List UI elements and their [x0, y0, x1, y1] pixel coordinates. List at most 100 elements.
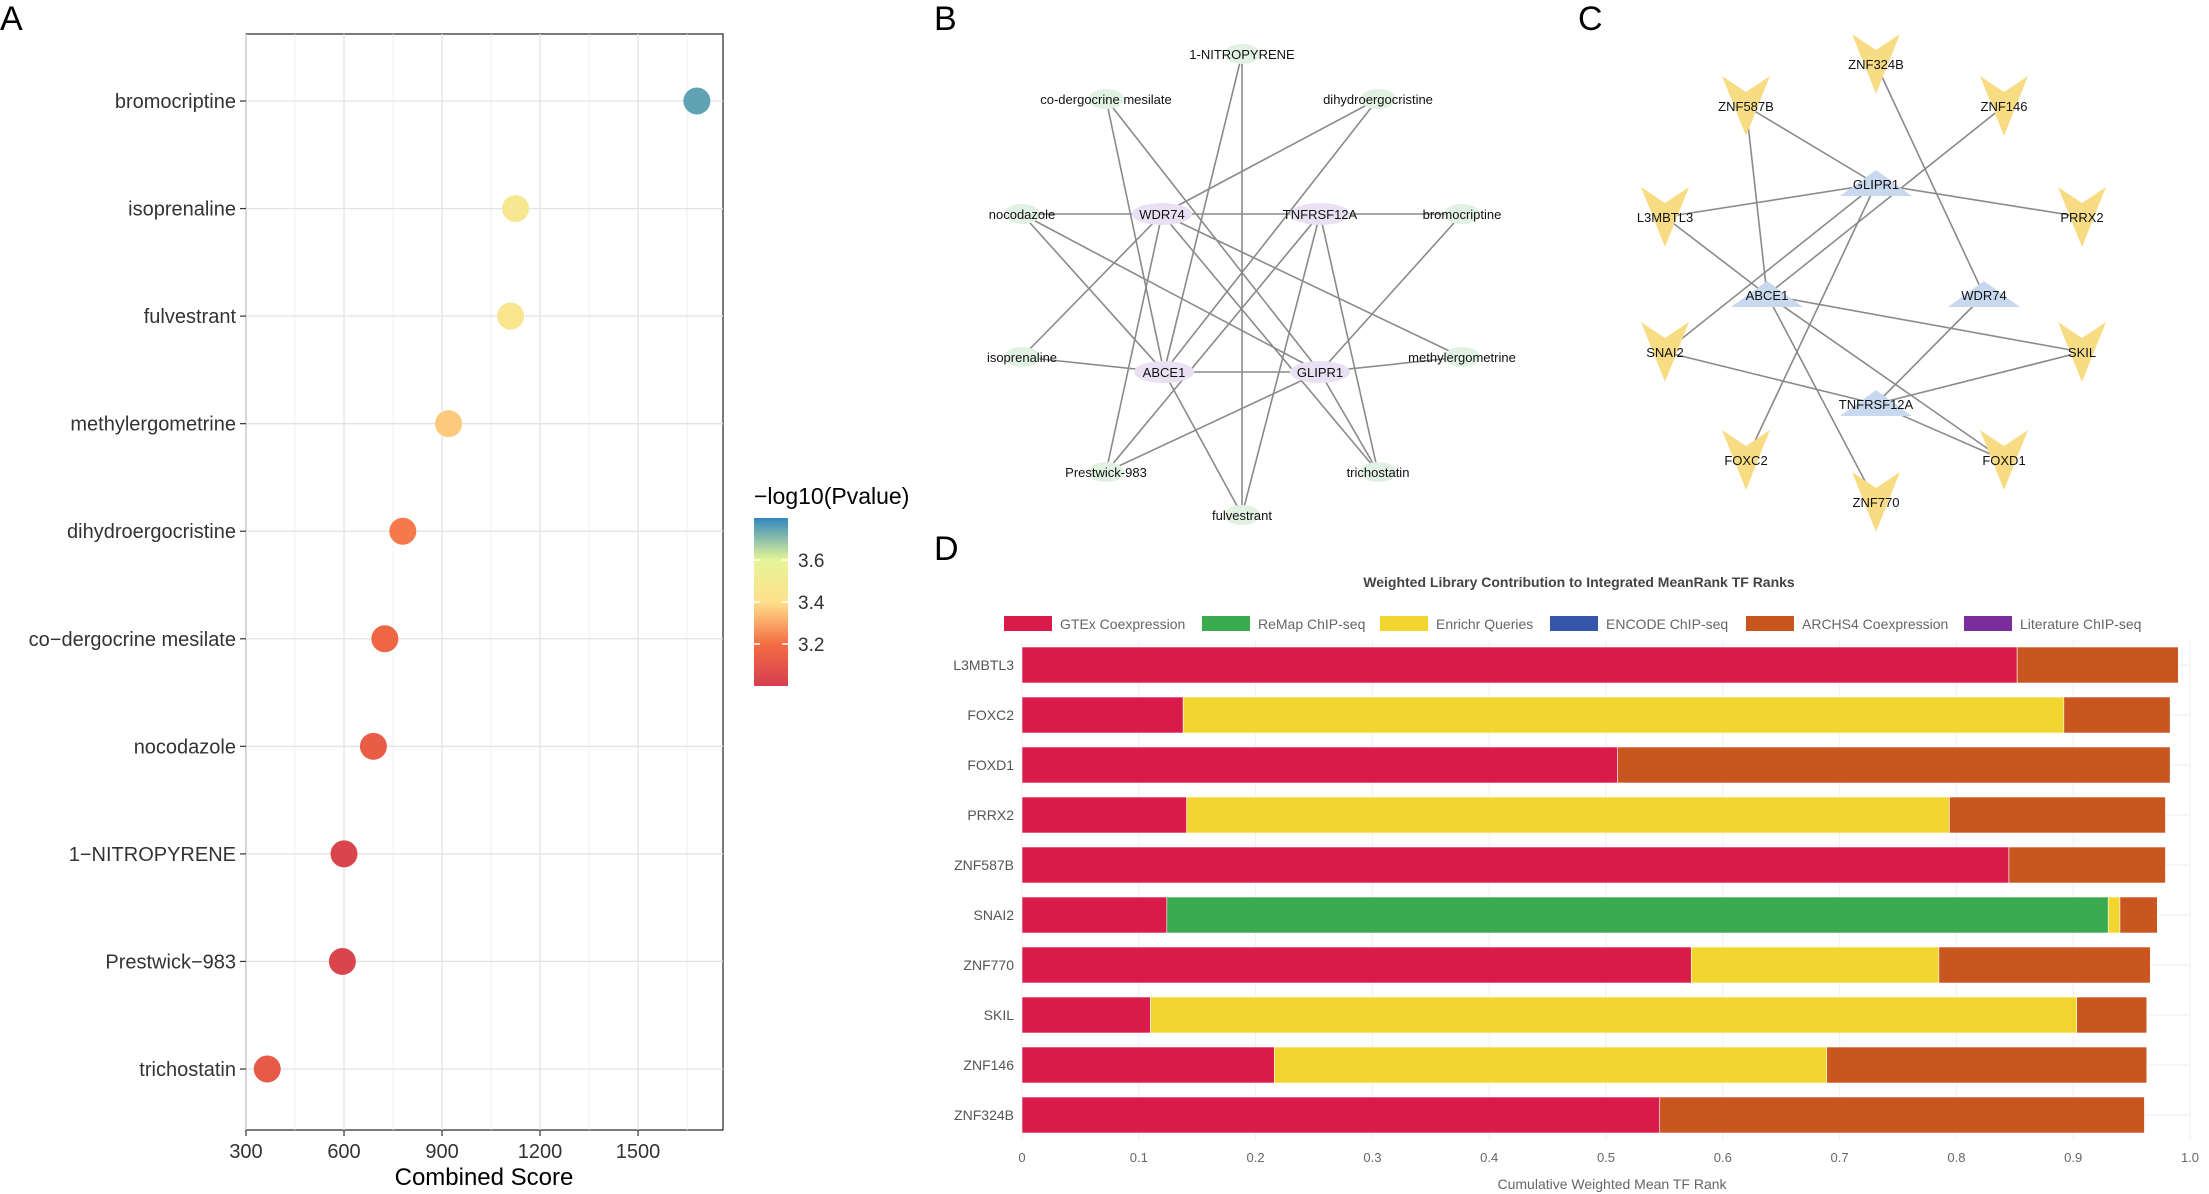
- y-tick-label-znf324b: ZNF324B: [954, 1107, 1014, 1123]
- node-c-znf146: [1980, 76, 2028, 136]
- network-b-edge: [1241, 213, 1321, 516]
- bar-foxd1-archs4-coexpression: [1617, 746, 2171, 784]
- network-c-edge: [1766, 294, 2005, 461]
- bar-snai2-remap-chip-seq: [1166, 896, 2109, 934]
- network-c-edge: [1745, 105, 1877, 185]
- network-b-edge: [1163, 371, 1243, 516]
- panel-d-stacked-bar-chart: Weighted Library Contribution to Integra…: [953, 574, 2199, 1192]
- network-b-edge: [1105, 98, 1321, 373]
- node-c-glipr1: [1840, 170, 1912, 196]
- x-tick-label-0-3: 0.3: [1363, 1150, 1381, 1165]
- legend-label-archs4-coexpression: ARCHS4 Coexpression: [1802, 616, 1948, 632]
- y-tick-label-co-dergocrine-mesilate: co−dergocrine mesilate: [29, 629, 236, 651]
- node-c-tnfrsf12a: [1840, 390, 1912, 416]
- network-c-edge: [1875, 183, 2083, 218]
- node-b-label-wdr74: WDR74: [1139, 207, 1185, 222]
- node-c-foxc2: [1722, 430, 1770, 490]
- network-b-edge: [1163, 53, 1243, 373]
- network-b-edge: [1105, 213, 1163, 473]
- node-c-label-tnfrsf12a: TNFRSF12A: [1839, 397, 1914, 412]
- network-c-edge: [1766, 294, 2083, 353]
- bar-znf324b-gtex-coexpression: [1021, 1096, 1661, 1134]
- node-b-1-nitropyrene: [1224, 44, 1260, 64]
- y-tick-label-nocodazole: nocodazole: [134, 736, 236, 758]
- y-tick-label-isoprenaline: isoprenaline: [128, 199, 236, 221]
- legend-swatch-gtex-coexpression: [1004, 616, 1052, 631]
- bar-snai2-enrichr-queries: [2107, 896, 2121, 934]
- y-tick-label-znf146: ZNF146: [963, 1057, 1014, 1073]
- node-b-label-methylergometrine: methylergometrine: [1408, 350, 1516, 365]
- network-c-edge: [1664, 216, 1768, 296]
- node-c-label-foxd1: FOXD1: [1982, 453, 2025, 468]
- colorbar-tick-label-3-6: 3.6: [798, 551, 824, 572]
- network-c-nodes: GLIPR1 ABCE1 WDR74 TNFRSF12A ZNF324B ZNF587B Z…: [1637, 34, 2106, 532]
- panel-label-d: D: [934, 530, 959, 568]
- panel-d-legend: GTEx Coexpression ReMap ChIP-seq Enrichr Q…: [1004, 616, 2141, 632]
- x-tick-label-0-7: 0.7: [1831, 1150, 1849, 1165]
- y-tick-label-snai2: SNAI2: [974, 907, 1015, 923]
- bar-foxc2-enrichr-queries: [1182, 696, 2065, 734]
- y-tick-label-skil: SKIL: [984, 1007, 1015, 1023]
- network-b-edge: [1161, 98, 1379, 215]
- node-c-znf770: [1852, 472, 1900, 532]
- node-c-l3mbtl3: [1641, 187, 1689, 247]
- network-b-edge: [1105, 213, 1321, 473]
- node-b-bromocriptine: [1444, 204, 1480, 224]
- bar-prrx2-gtex-coexpression: [1021, 796, 1187, 834]
- panel-label-b: B: [934, 0, 957, 38]
- colorbar-title: −log10(Pvalue): [754, 483, 909, 509]
- node-c-label-glipr1: GLIPR1: [1853, 177, 1899, 192]
- bar-znf146-archs4-coexpression: [1826, 1046, 2148, 1084]
- y-tick-label-methylergometrine: methylergometrine: [70, 414, 236, 436]
- bar-foxc2-gtex-coexpression: [1021, 696, 1184, 734]
- node-b-dihydroergocristine: [1360, 89, 1396, 109]
- x-tick-label-0-8: 0.8: [1947, 1150, 1965, 1165]
- bar-znf587b-gtex-coexpression: [1021, 846, 2010, 884]
- panel-b-drug-gene-network: WDR74 TNFRSF12A ABCE1 GLIPR1 1-NITROPYRENE co…: [987, 44, 1516, 525]
- node-b-label-bromocriptine: bromocriptine: [1423, 207, 1502, 222]
- point-isoprenaline: [502, 195, 530, 223]
- node-c-label-znf770: ZNF770: [1853, 495, 1900, 510]
- point-nocodazole: [359, 732, 387, 760]
- legend-swatch-literature-chip-seq: [1964, 616, 2012, 631]
- point-trichostatin: [253, 1055, 281, 1083]
- x-tick-label-0-5: 0.5: [1597, 1150, 1615, 1165]
- y-tick-label-dihydroergocristine: dihydroergocristine: [67, 521, 236, 543]
- node-c-label-znf587b: ZNF587B: [1718, 99, 1774, 114]
- x-tick-label-0-2: 0.2: [1247, 1150, 1265, 1165]
- network-c-edge: [1875, 63, 1985, 296]
- bar-skil-gtex-coexpression: [1021, 996, 1151, 1034]
- node-c-label-snai2: SNAI2: [1646, 345, 1684, 360]
- bar-znf587b-archs4-coexpression: [2008, 846, 2166, 884]
- bar-znf324b-archs4-coexpression: [1659, 1096, 2145, 1134]
- y-tick-label-trichostatin: trichostatin: [139, 1059, 236, 1081]
- network-c-edge: [1745, 105, 1768, 296]
- network-b-edge: [1021, 213, 1163, 358]
- node-c-label-l3mbtl3: L3MBTL3: [1637, 210, 1693, 225]
- node-b-wdr74: [1132, 203, 1192, 225]
- y-tick-label-fulvestrant: fulvestrant: [144, 306, 237, 328]
- node-c-label-skil: SKIL: [2068, 345, 2096, 360]
- bar-znf146-enrichr-queries: [1273, 1046, 1828, 1084]
- panel-label-a: A: [0, 0, 23, 38]
- bar-znf770-enrichr-queries: [1690, 946, 1940, 984]
- node-b-label-tnfrsf12a: TNFRSF12A: [1283, 207, 1358, 222]
- network-c-edge: [1766, 294, 1877, 503]
- node-c-label-wdr74: WDR74: [1961, 288, 2007, 303]
- node-c-label-foxc2: FOXC2: [1724, 453, 1767, 468]
- node-b-label-nocodazole: nocodazole: [989, 207, 1056, 222]
- node-b-methylergometrine: [1444, 347, 1480, 367]
- network-b-edge: [1319, 213, 1463, 373]
- panel-label-c: C: [1578, 0, 1603, 38]
- bar-l3mbtl3-gtex-coexpression: [1021, 646, 2018, 684]
- legend-label-gtex-coexpression: GTEx Coexpression: [1060, 616, 1185, 632]
- network-b-edge: [1161, 213, 1379, 473]
- node-b-label-abce1: ABCE1: [1143, 365, 1186, 380]
- panel-a-grid: [245, 34, 723, 1130]
- y-tick-label-l3mbtl3: L3MBTL3: [953, 657, 1014, 673]
- network-c-edge: [1664, 351, 1877, 405]
- node-b-abce1: [1134, 361, 1194, 383]
- network-c-edge: [1875, 351, 2083, 405]
- bar-prrx2-enrichr-queries: [1186, 796, 1950, 834]
